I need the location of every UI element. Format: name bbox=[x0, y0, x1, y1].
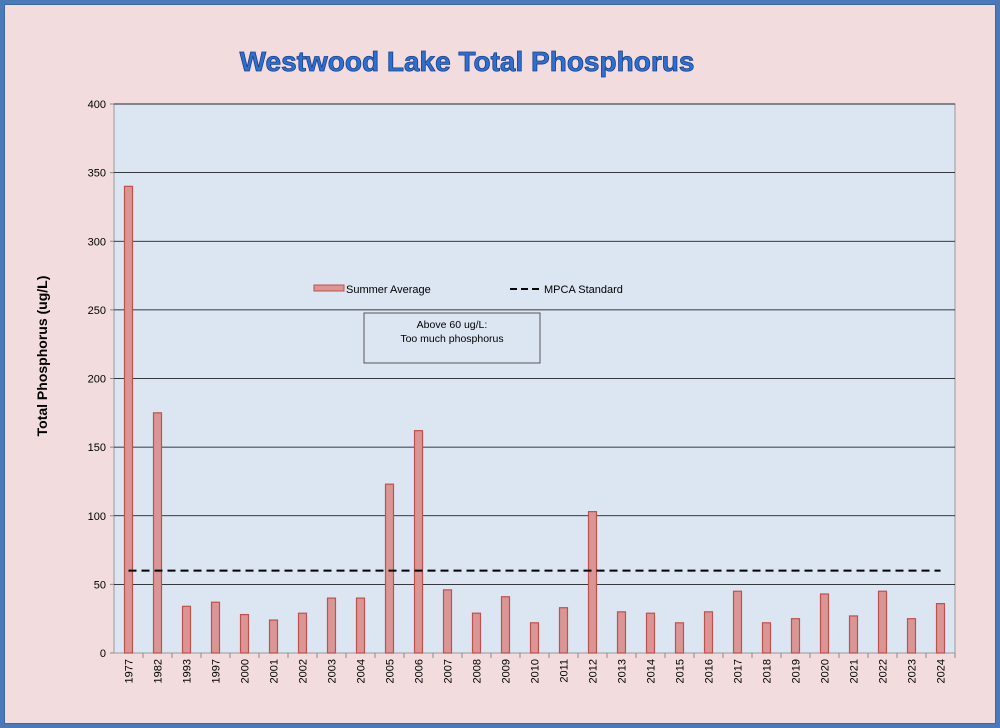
bar-2018 bbox=[761, 622, 772, 654]
bars bbox=[123, 185, 946, 654]
bar-1997 bbox=[210, 601, 221, 654]
y-tick-label: 50 bbox=[94, 579, 106, 591]
x-tick-label: 2013 bbox=[617, 659, 629, 683]
bar-2005 bbox=[384, 483, 395, 654]
x-tick-label: 2024 bbox=[936, 659, 948, 683]
y-tick-label: 350 bbox=[88, 168, 106, 180]
x-tick-label: 2023 bbox=[907, 659, 919, 683]
y-axis-label: Total Phosphorus (ug/L) bbox=[34, 276, 50, 437]
x-tick-label: 2009 bbox=[501, 659, 513, 683]
chart-canvas: Westwood Lake Total Phosphorus 0 50 100 150… bbox=[34, 46, 956, 683]
bar-2007 bbox=[442, 589, 453, 654]
bar-2009 bbox=[500, 596, 511, 654]
x-tick-label: 2003 bbox=[327, 659, 339, 683]
y-axis-ticks: 0 50 100 150 200 250 300 350 400 bbox=[88, 99, 114, 660]
legend: Summer Average MPCA Standard bbox=[313, 284, 623, 296]
legend-label-mpca-standard: MPCA Standard bbox=[544, 284, 623, 296]
x-tick-label: 1977 bbox=[124, 659, 136, 683]
annotation-line-2: Too much phosphorus bbox=[400, 333, 503, 345]
bar-1993 bbox=[181, 605, 192, 654]
x-tick-label: 2021 bbox=[849, 659, 861, 683]
x-tick-label: 1993 bbox=[182, 659, 194, 683]
y-tick-label: 250 bbox=[88, 305, 106, 317]
bar-2022 bbox=[877, 590, 888, 654]
bar-2013 bbox=[616, 611, 627, 654]
x-tick-label: 2001 bbox=[269, 659, 281, 683]
bar-2021 bbox=[848, 615, 859, 654]
x-tick-label: 1982 bbox=[153, 659, 165, 683]
y-tick-label: 150 bbox=[88, 442, 106, 454]
gridlines bbox=[114, 103, 955, 585]
bar-2003 bbox=[326, 597, 337, 654]
x-tick-label: 2002 bbox=[298, 659, 310, 683]
annotation-box: Above 60 ug/L: Too much phosphorus bbox=[363, 312, 541, 364]
bar-2006 bbox=[413, 430, 424, 654]
y-tick-label: 200 bbox=[88, 374, 106, 386]
y-tick-label: 0 bbox=[100, 648, 106, 660]
bar-2019 bbox=[790, 618, 801, 654]
y-tick-label: 400 bbox=[88, 99, 106, 111]
bar-2002 bbox=[297, 612, 308, 654]
x-tick-label: 2010 bbox=[530, 659, 542, 683]
x-tick-label: 2015 bbox=[675, 659, 687, 683]
x-tick-label: 2022 bbox=[878, 659, 890, 683]
bar-2017 bbox=[732, 590, 743, 654]
x-tick-label: 2019 bbox=[791, 659, 803, 683]
bar-2012 bbox=[587, 511, 598, 654]
x-tick-label: 2005 bbox=[385, 659, 397, 683]
x-tick-label: 2011 bbox=[559, 659, 571, 683]
legend-label-summer-average: Summer Average bbox=[346, 284, 431, 296]
annotation-border bbox=[363, 312, 541, 364]
x-tick-label: 2004 bbox=[356, 659, 368, 683]
legend-swatch-summer-average bbox=[313, 284, 345, 292]
x-tick-label: 2014 bbox=[646, 659, 658, 683]
x-tick-label: 2016 bbox=[704, 659, 716, 683]
x-tick-label: 2000 bbox=[240, 659, 252, 683]
x-tick-label: 1997 bbox=[211, 659, 223, 683]
y-tick-label: 300 bbox=[88, 236, 106, 248]
x-tick-label: 2006 bbox=[414, 659, 426, 683]
x-tick-label: 2017 bbox=[733, 659, 745, 683]
annotation-line-1: Above 60 ug/L: bbox=[417, 319, 488, 331]
x-tick-label: 2008 bbox=[472, 659, 484, 683]
x-tick-label: 2020 bbox=[820, 659, 832, 683]
bar-2023 bbox=[906, 618, 917, 654]
chart-frame: Westwood Lake Total Phosphorus 0 50 100 150… bbox=[4, 4, 996, 724]
bar-2008 bbox=[471, 612, 482, 654]
x-tick-label: 2012 bbox=[588, 659, 600, 683]
bar-2000 bbox=[239, 613, 250, 654]
bar-2015 bbox=[674, 622, 685, 654]
x-tick-label: 2018 bbox=[762, 659, 774, 683]
bar-2001 bbox=[268, 619, 279, 654]
bar-1977 bbox=[123, 185, 134, 654]
bar-1982 bbox=[152, 412, 163, 654]
x-axis-ticks: 1977 1982 1993 1997 2000 2001 2002 2003 2004 2005… bbox=[124, 653, 956, 683]
bar-2020 bbox=[819, 593, 830, 654]
x-tick-label: 2007 bbox=[443, 659, 455, 683]
y-tick-label: 100 bbox=[88, 511, 106, 523]
bar-2016 bbox=[703, 611, 714, 654]
chart-title: Westwood Lake Total Phosphorus bbox=[240, 46, 695, 77]
bar-2024 bbox=[935, 602, 946, 654]
bar-2010 bbox=[529, 622, 540, 654]
bar-2011 bbox=[558, 607, 569, 654]
bar-2004 bbox=[355, 597, 366, 654]
bar-2014 bbox=[645, 612, 656, 654]
